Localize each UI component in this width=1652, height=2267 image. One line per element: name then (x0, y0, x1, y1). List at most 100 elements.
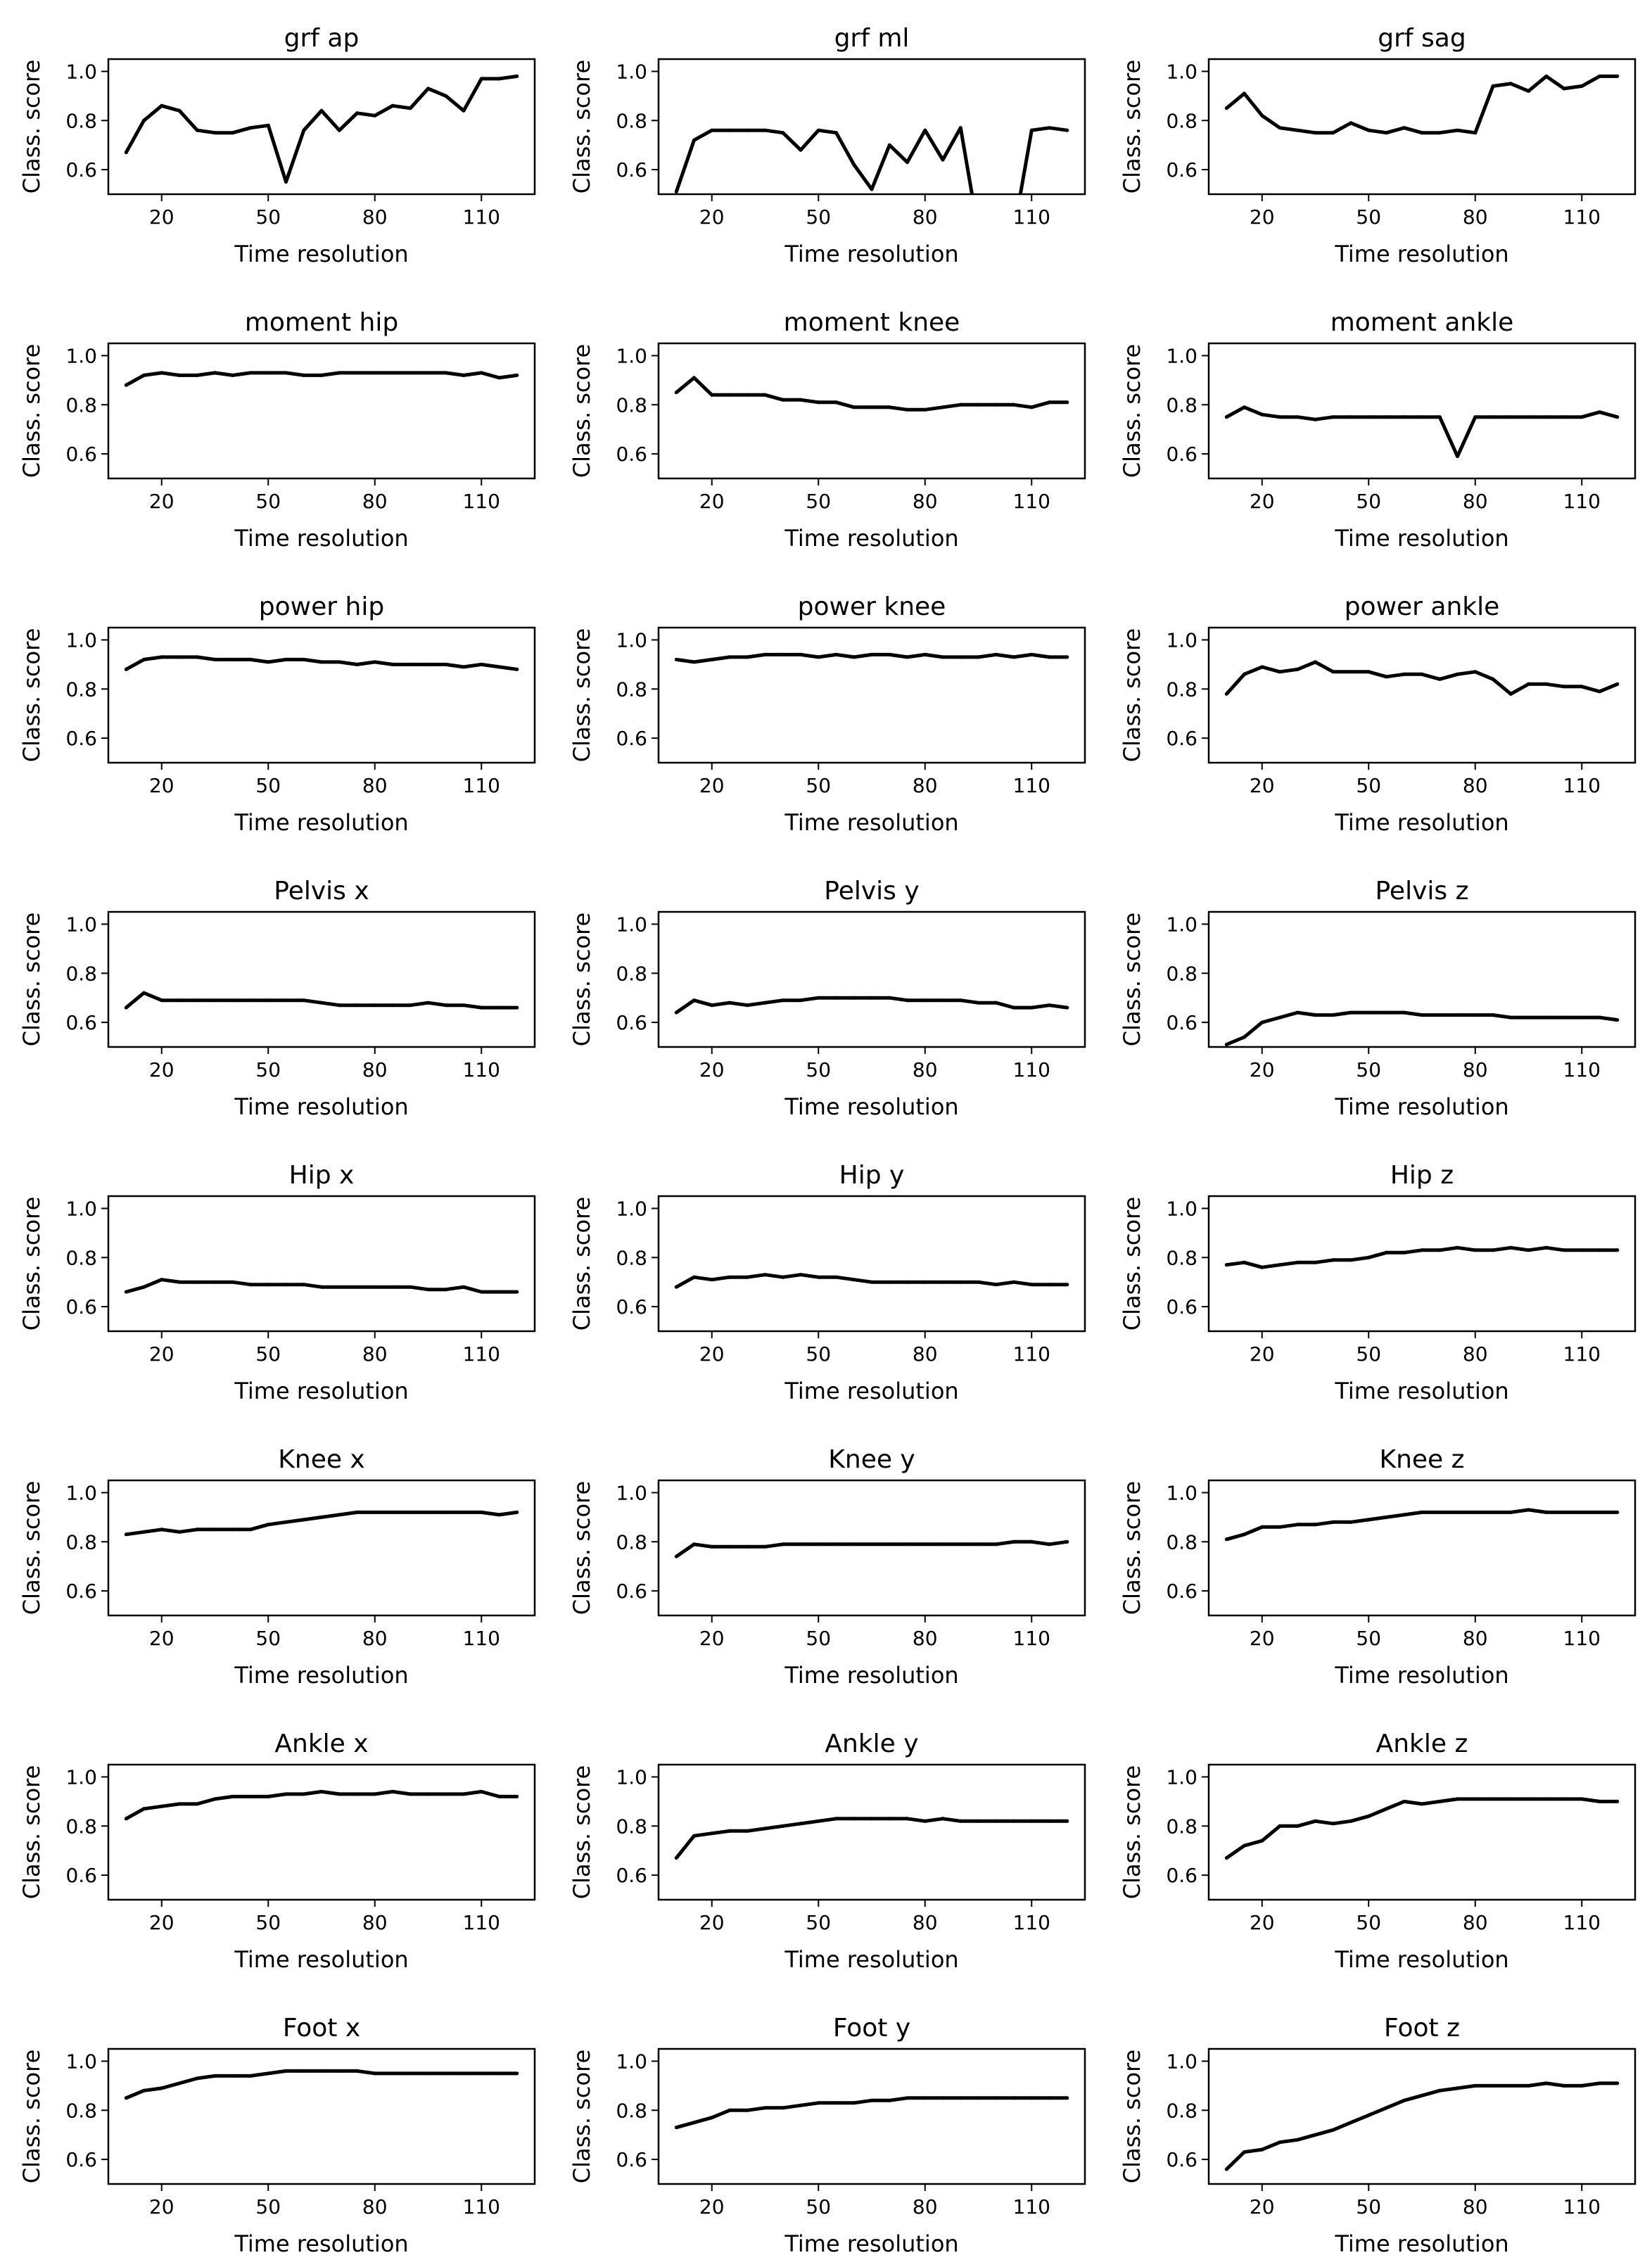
x-axis-label: Time resolution (1334, 241, 1508, 267)
data-point (727, 393, 732, 397)
data-point (781, 1824, 785, 1828)
x-tick-label: 50 (806, 205, 831, 229)
data-point (1349, 1258, 1353, 1262)
y-tick-label: 1.0 (65, 2050, 97, 2073)
data-point (1295, 128, 1300, 132)
data-point (710, 128, 714, 132)
y-axis-label: Class. score (568, 1197, 595, 1331)
plot-frame (1207, 2047, 1637, 2185)
y-tick-label: 0.6 (65, 727, 97, 750)
data-point (906, 2096, 909, 2100)
data-point (1420, 2093, 1424, 2097)
data-point (1385, 415, 1388, 419)
plot-frame (107, 2047, 536, 2185)
series-line (675, 1817, 1067, 1860)
x-tick-label: 110 (1563, 490, 1601, 513)
plot-frame (1207, 626, 1637, 764)
data-point (462, 1285, 466, 1289)
data-point (1491, 2083, 1495, 2088)
data-point (1012, 1539, 1016, 1544)
data-point (213, 371, 217, 375)
data-point (763, 652, 767, 656)
y-tick-label: 0.8 (1166, 1815, 1197, 1838)
series-line (675, 2096, 1067, 2130)
x-tick-label: 20 (699, 1342, 725, 1366)
data-point (195, 998, 199, 1003)
x-axis-label: Time resolution (1334, 2230, 1508, 2257)
y-tick-label: 0.6 (1166, 443, 1197, 466)
data-point (1615, 2081, 1620, 2085)
x-axis-label: Time resolution (234, 241, 408, 267)
data-point (160, 1528, 164, 1532)
data-point (408, 1285, 412, 1289)
data-point (1224, 415, 1228, 419)
data-point (1598, 1799, 1601, 1803)
data-point (426, 1288, 430, 1292)
data-point (1331, 1520, 1335, 1524)
data-point (319, 1789, 324, 1793)
x-tick-label: 110 (463, 1342, 500, 1366)
subplot-ankle-z: Ankle z 20 50 80 110 0.6 0.8 1.0 Time resolution… (1119, 1729, 1637, 1973)
data-point (497, 1290, 501, 1294)
data-point (1366, 670, 1371, 674)
data-point (1029, 128, 1034, 132)
data-point (1012, 1819, 1016, 1823)
data-point (195, 655, 199, 659)
x-tick-label: 20 (699, 2195, 725, 2218)
data-point (1598, 690, 1601, 694)
data-point (870, 2098, 874, 2102)
data-point (710, 1003, 714, 1008)
data-point (1508, 692, 1513, 696)
y-tick-label: 1.0 (1166, 344, 1197, 367)
data-point (444, 2071, 448, 2076)
data-point (213, 1528, 217, 1532)
subplot-pelvis-x: Pelvis x 20 50 80 110 0.6 0.8 1.0 Time resolutio… (18, 877, 536, 1120)
y-tick-label: 1.0 (65, 1765, 97, 1789)
y-tick-label: 1.0 (65, 344, 97, 367)
x-axis-label: Time resolution (784, 1378, 958, 1404)
data-point (710, 657, 714, 661)
data-point (1295, 667, 1300, 671)
data-point (142, 373, 146, 377)
x-axis-label: Time resolution (784, 1662, 958, 1689)
data-point (1065, 655, 1069, 659)
data-point (462, 108, 466, 113)
data-point (319, 2069, 324, 2073)
data-point (231, 1794, 235, 1798)
data-point (213, 998, 217, 1003)
data-point (1544, 1797, 1549, 1801)
data-point (160, 371, 164, 375)
data-point (355, 1003, 359, 1008)
x-axis-label: Time resolution (784, 525, 958, 552)
y-axis-label: Class. score (1119, 1197, 1145, 1331)
data-point (515, 74, 519, 78)
x-tick-label: 110 (463, 205, 500, 229)
data-point (763, 1001, 767, 1005)
data-point (266, 998, 270, 1003)
data-point (1278, 1824, 1282, 1828)
data-point (1473, 1797, 1478, 1801)
x-axis-label: Time resolution (1334, 1946, 1508, 1973)
data-point (124, 1532, 128, 1537)
x-tick-label: 110 (463, 774, 500, 797)
y-tick-label: 0.8 (616, 109, 647, 132)
series-line (674, 126, 1068, 194)
data-point (994, 652, 998, 656)
chart-title: Pelvis x (274, 877, 369, 906)
y-tick-label: 1.0 (1166, 1197, 1197, 1220)
subplot-grf-ml: grf ml 20 50 80 110 0.6 0.8 1.0 Time resolution C… (568, 24, 1086, 267)
y-tick-label: 1.0 (616, 344, 647, 367)
x-tick-label: 20 (699, 1911, 725, 1934)
data-point (941, 405, 945, 409)
x-tick-label: 50 (806, 2195, 831, 2218)
data-point (1331, 1822, 1335, 1826)
y-tick-label: 1.0 (616, 913, 647, 936)
data-point (834, 2101, 838, 2105)
data-point (941, 2096, 945, 2100)
data-point (941, 158, 945, 162)
y-tick-label: 1.0 (1166, 628, 1197, 652)
y-axis-label: Class. score (568, 1765, 595, 1900)
data-point (373, 371, 377, 375)
chart-title: power knee (798, 592, 946, 621)
data-point (1224, 1537, 1228, 1542)
